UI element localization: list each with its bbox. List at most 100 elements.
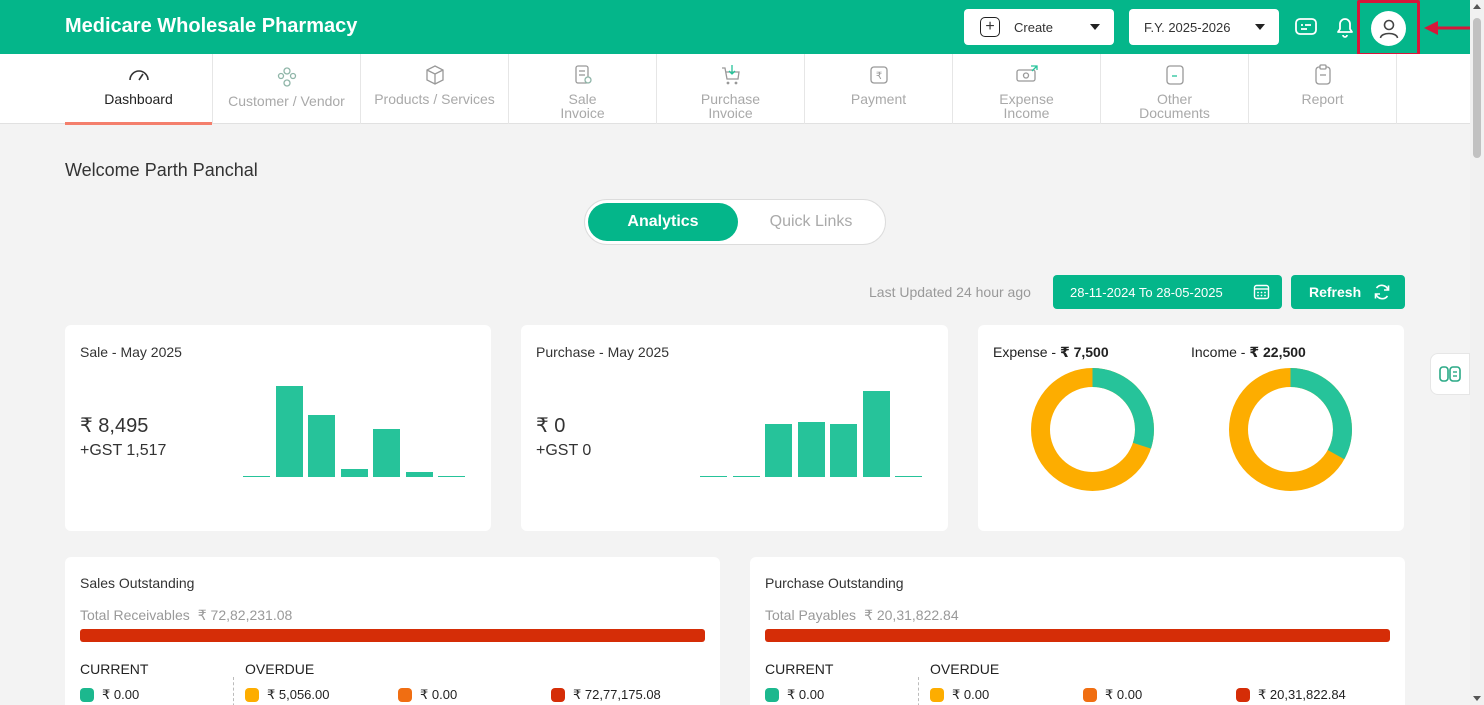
- nav-label: Income: [1003, 105, 1050, 121]
- chart-bar: [438, 475, 465, 477]
- legend-overdue-2: ₹ 0.00: [398, 687, 457, 703]
- sales-outstanding-title: Sales Outstanding: [80, 575, 195, 591]
- invoice-icon: [574, 65, 592, 84]
- sale-gst: +GST 1,517: [80, 442, 167, 459]
- legend-overdue-1: ₹ 5,056.00: [245, 687, 330, 703]
- document-icon: [1165, 65, 1184, 85]
- orange-dot-icon: [398, 688, 412, 702]
- refresh-label: Refresh: [1309, 284, 1362, 300]
- purchase-card-title: Purchase - May 2025: [536, 344, 670, 360]
- expense-donut-green-slice: [1031, 368, 1154, 491]
- speedometer-icon: [128, 70, 149, 81]
- purchase-amount: ₹ 0: [536, 415, 566, 437]
- nav-label: Products / Services: [374, 91, 495, 107]
- expense-income-card: Expense - ₹ 7,500 Income - ₹ 22,500: [978, 325, 1404, 531]
- chart-bar: [830, 424, 857, 477]
- income-label: Income - ₹ 22,500: [1191, 344, 1306, 360]
- nav-report[interactable]: Report: [1249, 54, 1397, 124]
- calendar-icon: [1253, 284, 1270, 300]
- total-payables-amount: ₹ 20,31,822.84: [864, 607, 959, 623]
- sale-card: Sale - May 2025 ₹ 8,495 +GST 1,517: [65, 325, 491, 531]
- nav-sale-invoice[interactable]: Sale Invoice: [509, 54, 657, 124]
- yellow-dot-icon: [930, 688, 944, 702]
- money-icon: [1015, 65, 1038, 82]
- fiscal-year-label: F.Y. 2025-2026: [1144, 19, 1231, 35]
- overdue-heading: OVERDUE: [245, 661, 315, 677]
- date-range-picker[interactable]: 28-11-2024 To 28-05-2025: [1053, 275, 1282, 309]
- nav-purchase-invoice[interactable]: Purchase Invoice: [657, 54, 805, 124]
- green-dot-icon: [765, 688, 779, 702]
- nav-label: Invoice: [708, 105, 753, 121]
- scroll-thumb[interactable]: [1473, 18, 1481, 158]
- legend-overdue-2: ₹ 0.00: [1083, 687, 1142, 703]
- expense-label: Expense - ₹ 7,500: [993, 344, 1109, 360]
- rupee-icon: ₹: [869, 66, 888, 84]
- create-dropdown[interactable]: + Create: [964, 9, 1114, 45]
- current-heading: CURRENT: [80, 661, 149, 677]
- chart-bar: [732, 475, 760, 477]
- chart-bar: [275, 386, 303, 477]
- green-dot-icon: [80, 688, 94, 702]
- main-navigation: Dashboard Customer / Vendor Products / S…: [0, 54, 1470, 125]
- nav-label: Dashboard: [104, 91, 173, 107]
- chart-bar: [700, 475, 727, 477]
- divider: [918, 677, 919, 705]
- sales-outstanding-card: Sales Outstanding Total Receivables ₹ 72,…: [65, 557, 720, 705]
- scroll-down-icon[interactable]: [1473, 696, 1481, 701]
- top-header: Medicare Wholesale Pharmacy + Create F.Y…: [0, 0, 1470, 56]
- red-dot-icon: [1236, 688, 1250, 702]
- orange-dot-icon: [1083, 688, 1097, 702]
- notes-icon: [1439, 366, 1461, 382]
- chart-bar: [797, 422, 825, 477]
- caret-down-icon: [1255, 24, 1265, 30]
- total-receivables: Total Receivables ₹ 72,82,231.08: [80, 607, 293, 623]
- user-profile-button[interactable]: [1371, 11, 1406, 46]
- tab-quick-links[interactable]: Quick Links: [769, 213, 853, 230]
- income-donut: [1229, 368, 1352, 491]
- side-widget-button[interactable]: [1430, 353, 1470, 395]
- income-amount: ₹ 22,500: [1249, 344, 1306, 360]
- expense-donut: [1031, 368, 1154, 491]
- people-icon: [277, 67, 296, 87]
- chart-bar: [243, 475, 270, 477]
- date-range-value: 28-11-2024 To 28-05-2025: [1070, 284, 1223, 300]
- cart-icon: [721, 65, 740, 85]
- current-heading: CURRENT: [765, 661, 834, 677]
- chart-bar: [308, 415, 335, 477]
- clipboard-icon: [1314, 64, 1331, 85]
- box-icon: [425, 65, 444, 85]
- nav-expense-income[interactable]: Expense Income: [953, 54, 1101, 124]
- brand-title: Medicare Wholesale Pharmacy: [65, 15, 358, 37]
- caret-down-icon: [1090, 24, 1100, 30]
- total-payables: Total Payables ₹ 20,31,822.84: [765, 607, 959, 623]
- refresh-button[interactable]: Refresh: [1291, 275, 1405, 309]
- sale-card-title: Sale - May 2025: [80, 344, 182, 360]
- last-updated-text: Last Updated 24 hour ago: [869, 284, 1031, 300]
- nav-other-documents[interactable]: Other Documents: [1101, 54, 1249, 124]
- yellow-dot-icon: [245, 688, 259, 702]
- message-icon[interactable]: [1293, 14, 1319, 40]
- chart-bar: [895, 475, 922, 477]
- nav-payment[interactable]: ₹ Payment: [805, 54, 953, 124]
- create-label: Create: [1014, 19, 1054, 35]
- chart-bar: [862, 390, 890, 477]
- vertical-scrollbar[interactable]: [1470, 0, 1484, 705]
- chart-bar: [373, 428, 400, 477]
- nav-products-services[interactable]: Products / Services: [361, 54, 509, 124]
- nav-customer-vendor[interactable]: Customer / Vendor: [213, 54, 361, 124]
- nav-dashboard[interactable]: Dashboard: [65, 54, 213, 125]
- chart-bar: [405, 471, 433, 477]
- receivables-progress-bar: [80, 629, 705, 642]
- fiscal-year-dropdown[interactable]: F.Y. 2025-2026: [1129, 9, 1279, 45]
- bell-icon[interactable]: [1332, 14, 1358, 40]
- overdue-heading: OVERDUE: [930, 661, 1000, 677]
- tab-analytics[interactable]: Analytics: [588, 203, 738, 241]
- nav-label: Other: [1156, 91, 1192, 107]
- view-toggle: Analytics Quick Links: [584, 199, 886, 245]
- legend-overdue-1: ₹ 0.00: [930, 687, 989, 703]
- profile-highlight-box: [1357, 0, 1420, 56]
- scroll-up-icon[interactable]: [1473, 4, 1481, 9]
- expense-amount: ₹ 7,500: [1059, 344, 1109, 360]
- legend-current: ₹ 0.00: [765, 687, 824, 703]
- nav-label: Purchase: [700, 91, 761, 107]
